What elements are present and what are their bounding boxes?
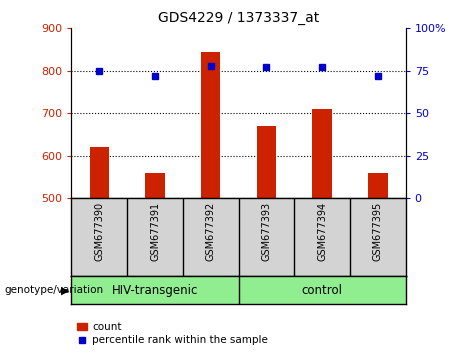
Text: GSM677392: GSM677392: [206, 202, 216, 261]
Bar: [257, 126, 276, 198]
Text: genotype/variation: genotype/variation: [5, 285, 104, 295]
Text: control: control: [301, 284, 343, 297]
Text: HIV-transgenic: HIV-transgenic: [112, 284, 198, 297]
Text: GSM677391: GSM677391: [150, 202, 160, 261]
Bar: [313, 109, 332, 198]
Bar: [201, 52, 220, 198]
Bar: [368, 173, 388, 198]
Text: GSM677393: GSM677393: [261, 202, 272, 261]
Text: GSM677394: GSM677394: [317, 202, 327, 261]
Bar: [89, 147, 109, 198]
Legend: count, percentile rank within the sample: count, percentile rank within the sample: [77, 322, 268, 345]
Text: ▶: ▶: [61, 285, 69, 295]
Bar: [145, 173, 165, 198]
Text: GSM677395: GSM677395: [373, 202, 383, 261]
Text: GSM677390: GSM677390: [95, 202, 104, 261]
Title: GDS4229 / 1373337_at: GDS4229 / 1373337_at: [158, 11, 319, 24]
